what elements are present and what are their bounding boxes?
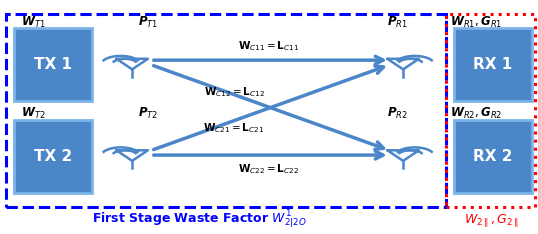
- Text: $\boldsymbol{P}_{R2}$: $\boldsymbol{P}_{R2}$: [387, 106, 408, 121]
- Text: $\boldsymbol{P}_{T2}$: $\boldsymbol{P}_{T2}$: [138, 106, 158, 121]
- Text: $\boldsymbol{W}_{R2}, \boldsymbol{G}_{R2}$: $\boldsymbol{W}_{R2}, \boldsymbol{G}_{R2…: [450, 106, 502, 121]
- Bar: [454, 28, 532, 101]
- Text: $\boldsymbol{W}_{T1}$: $\boldsymbol{W}_{T1}$: [21, 15, 46, 30]
- Text: TX 2: TX 2: [34, 149, 72, 164]
- Text: $\boldsymbol{P}_{T1}$: $\boldsymbol{P}_{T1}$: [138, 15, 158, 30]
- Bar: [454, 120, 532, 193]
- Text: First Stage Waste Factor $W^1_{2|2O}$: First Stage Waste Factor $W^1_{2|2O}$: [92, 209, 307, 231]
- Text: RX 1: RX 1: [473, 57, 513, 72]
- Bar: [446, 15, 535, 207]
- Text: $\mathbf{W}_{C12}= \mathbf{L}_{C12}$: $\mathbf{W}_{C12}= \mathbf{L}_{C12}$: [203, 85, 265, 99]
- Bar: [6, 15, 446, 207]
- Text: $\mathbf{W}_{C11}= \mathbf{L}_{C11}$: $\mathbf{W}_{C11}= \mathbf{L}_{C11}$: [238, 40, 300, 53]
- Text: $W_{2\parallel}, G_{2\parallel}$: $W_{2\parallel}, G_{2\parallel}$: [464, 212, 519, 229]
- Text: TX 1: TX 1: [34, 57, 72, 72]
- Text: $\mathbf{W}_{C21}= \mathbf{L}_{C21}$: $\mathbf{W}_{C21}= \mathbf{L}_{C21}$: [203, 121, 265, 135]
- Text: $\boldsymbol{W}_{T2}$: $\boldsymbol{W}_{T2}$: [21, 106, 46, 121]
- Text: RX 2: RX 2: [473, 149, 513, 164]
- Bar: [14, 28, 92, 101]
- Text: $\boldsymbol{W}_{R1}, \boldsymbol{G}_{R1}$: $\boldsymbol{W}_{R1}, \boldsymbol{G}_{R1…: [450, 15, 502, 30]
- Bar: [14, 120, 92, 193]
- Text: $\boldsymbol{P}_{R1}$: $\boldsymbol{P}_{R1}$: [387, 15, 408, 30]
- Text: $\mathbf{W}_{C22}= \mathbf{L}_{C22}$: $\mathbf{W}_{C22}= \mathbf{L}_{C22}$: [238, 162, 300, 176]
